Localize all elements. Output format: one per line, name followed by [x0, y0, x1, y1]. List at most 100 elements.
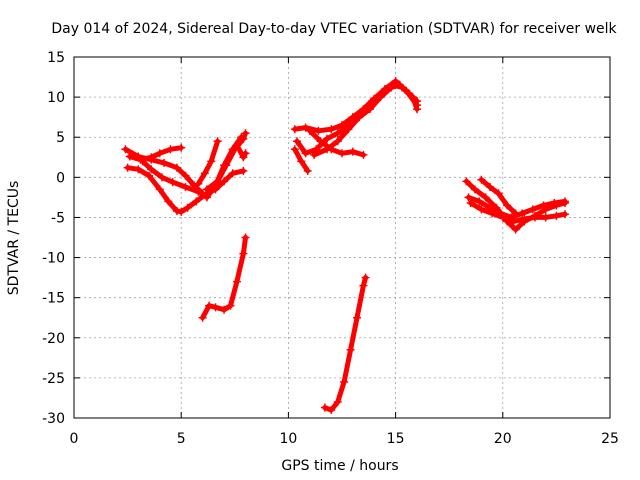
series-arc-e3 — [466, 199, 569, 226]
y-tick-label: -20 — [42, 331, 65, 347]
series-arc-c5 — [310, 81, 422, 159]
data-point — [470, 185, 479, 194]
data-point — [316, 137, 325, 146]
series-arc-a7 — [232, 141, 250, 162]
series-arc-c4 — [305, 126, 368, 159]
data-point — [338, 149, 346, 158]
data-point — [207, 157, 216, 166]
data-point — [160, 158, 169, 167]
data-point — [202, 185, 211, 194]
data-point — [297, 157, 306, 166]
data-point — [192, 197, 201, 206]
data-point — [404, 89, 413, 98]
data-point — [220, 305, 229, 314]
data-point — [290, 145, 299, 154]
data-point — [477, 175, 486, 184]
y-tick-label: 10 — [47, 90, 65, 106]
x-axis-label: GPS time / hours — [281, 458, 398, 474]
data-point — [198, 313, 207, 322]
y-tick-label: 15 — [47, 50, 65, 66]
series-line — [468, 200, 568, 224]
data-point — [301, 123, 310, 132]
y-axis-label: SDTVAR / TECUs — [6, 181, 22, 296]
data-point — [485, 182, 494, 191]
data-point — [155, 149, 164, 158]
data-point — [183, 203, 192, 212]
data-point — [361, 273, 370, 282]
data-point — [320, 403, 329, 412]
series-arc-e4 — [477, 175, 520, 218]
data-point — [494, 189, 503, 198]
data-point — [211, 303, 220, 312]
series-line — [234, 142, 248, 160]
y-tick-label: -25 — [42, 371, 65, 387]
data-point — [560, 210, 569, 219]
data-point — [475, 197, 484, 206]
series-arc-a5 — [194, 137, 222, 188]
data-point — [168, 178, 177, 187]
data-point — [301, 149, 310, 158]
series-line — [195, 138, 221, 187]
data-point — [488, 209, 497, 218]
y-tick-label: 5 — [56, 130, 65, 146]
data-point — [123, 163, 132, 172]
data-point — [322, 134, 331, 143]
data-point — [530, 213, 539, 222]
data-point — [333, 137, 342, 146]
data-point — [359, 150, 368, 159]
data-point — [213, 177, 222, 186]
x-tick-label: 25 — [601, 431, 619, 447]
data-point — [511, 209, 520, 218]
data-point — [327, 125, 336, 134]
data-point — [552, 211, 561, 220]
data-point — [333, 397, 342, 406]
chart-title: Day 014 of 2024, Sidereal Day-to-day VTE… — [51, 21, 617, 37]
data-point — [241, 233, 250, 242]
series-arc-a3 — [125, 143, 186, 164]
data-point — [333, 129, 342, 138]
data-point — [413, 97, 422, 106]
data-point — [520, 215, 529, 224]
data-point — [145, 171, 154, 180]
data-point — [511, 225, 520, 234]
series-arc-d — [320, 273, 370, 414]
data-point — [365, 105, 374, 114]
data-point — [305, 126, 314, 135]
data-point — [155, 185, 164, 194]
data-point — [413, 105, 422, 114]
series-arc-a4 — [138, 133, 246, 202]
data-point — [147, 153, 156, 162]
series-arc-b — [198, 233, 250, 322]
data-point — [228, 169, 237, 178]
data-point — [348, 147, 357, 156]
data-point — [239, 134, 248, 143]
data-point — [241, 149, 250, 158]
data-point — [172, 207, 181, 216]
series-line — [311, 82, 420, 158]
data-point — [464, 193, 473, 202]
data-point — [560, 197, 569, 206]
data-point — [134, 165, 143, 174]
data-point — [327, 405, 336, 414]
data-point — [550, 199, 559, 208]
data-point — [177, 143, 186, 152]
series-arc-a6 — [202, 129, 250, 194]
x-tick-label: 5 — [177, 431, 186, 447]
grid — [74, 57, 610, 418]
data-point — [359, 281, 368, 290]
data-point — [355, 113, 364, 122]
data-point — [292, 137, 301, 146]
data-point — [222, 161, 231, 170]
data-point — [200, 169, 209, 178]
x-tick-label: 10 — [279, 431, 297, 447]
data-point — [498, 213, 507, 222]
axis-ticks: 0 5 10 15 20 25 15 10 5 0 -5 -10 -15 -20 -25 -30 — [42, 50, 619, 447]
data-point — [226, 301, 235, 310]
data-point — [232, 277, 241, 286]
data-point — [509, 217, 518, 226]
data-point — [138, 157, 147, 166]
data-point — [462, 177, 471, 186]
data-point — [239, 153, 248, 162]
x-tick-label: 0 — [70, 431, 79, 447]
